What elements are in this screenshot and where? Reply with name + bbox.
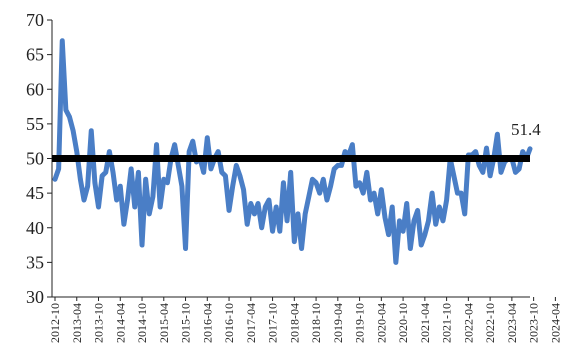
x-tick-label: 2021-04 bbox=[418, 303, 432, 343]
x-tick-label: 2015-10 bbox=[179, 303, 193, 343]
y-tick-label: 35 bbox=[26, 252, 44, 272]
x-tick-label: 2013-10 bbox=[92, 303, 106, 343]
series-line bbox=[52, 38, 533, 265]
x-tick-label: 2019-10 bbox=[353, 303, 367, 343]
y-tick-label: 40 bbox=[26, 218, 44, 238]
x-tick-label: 2014-10 bbox=[135, 303, 149, 343]
x-tick-label: 2014-04 bbox=[113, 303, 127, 343]
x-tick-label: 2017-04 bbox=[244, 303, 258, 343]
x-tick-label: 2020-10 bbox=[396, 303, 410, 343]
end-value-label: 51.4 bbox=[511, 120, 541, 139]
x-tick-label: 2022-10 bbox=[483, 303, 497, 343]
x-tick-label: 2018-04 bbox=[287, 303, 301, 343]
x-tick-group: 2012-10 2013-04 2013-10 2014-04 2014-10 2015-… bbox=[48, 297, 561, 343]
x-tick-label: 2020-04 bbox=[374, 303, 388, 343]
x-tick-label: 2017-10 bbox=[266, 303, 280, 343]
x-tick-label: 2023-10 bbox=[527, 303, 541, 343]
y-axis: 30 35 40 45 50 55 60 65 70 bbox=[26, 10, 53, 307]
x-tick-label: 2022-04 bbox=[461, 303, 475, 343]
y-tick-label: 65 bbox=[26, 45, 44, 65]
y-tick-label: 30 bbox=[26, 287, 44, 307]
y-tick-label: 55 bbox=[26, 114, 44, 134]
x-axis: 2012-10 2013-04 2013-10 2014-04 2014-10 2015-… bbox=[48, 296, 561, 343]
y-tick-label: 45 bbox=[26, 183, 44, 203]
y-tick-label: 60 bbox=[26, 79, 44, 99]
x-tick-label: 2015-04 bbox=[157, 303, 171, 343]
x-tick-label: 2021-10 bbox=[440, 303, 454, 343]
x-tick-label: 2024-04 bbox=[548, 303, 561, 343]
x-tick-label: 2013-04 bbox=[70, 303, 84, 343]
series-layer bbox=[52, 38, 533, 265]
y-tick-label: 70 bbox=[26, 10, 44, 30]
y-tick-group: 30 35 40 45 50 55 60 65 70 bbox=[26, 10, 52, 307]
x-tick-label: 2018-10 bbox=[309, 303, 323, 343]
x-tick-label: 2016-10 bbox=[222, 303, 236, 343]
x-tick-label: 2012-10 bbox=[48, 303, 62, 343]
x-tick-label: 2019-04 bbox=[331, 303, 345, 343]
x-tick-label: 2016-04 bbox=[200, 303, 214, 343]
x-tick-label: 2023-04 bbox=[505, 303, 519, 343]
y-tick-label: 50 bbox=[26, 149, 44, 169]
